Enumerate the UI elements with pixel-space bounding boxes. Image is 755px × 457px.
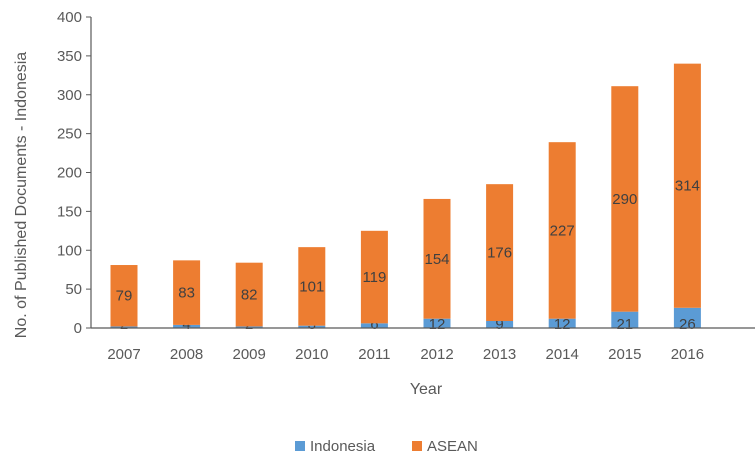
x-tick-label: 2012 bbox=[420, 346, 453, 363]
bar-indonesia-2016 bbox=[673, 307, 701, 328]
data-label-asean-2014: 227 bbox=[550, 222, 575, 239]
data-label-indonesia-2016: 26 bbox=[679, 316, 696, 333]
legend-label-indonesia: Indonesia bbox=[310, 438, 376, 455]
x-axis-title: Year bbox=[410, 381, 443, 398]
data-label-asean-2009: 82 bbox=[241, 287, 258, 304]
legend-swatch-asean bbox=[412, 441, 422, 451]
x-tick-label: 2016 bbox=[671, 346, 704, 363]
bar-asean-2010 bbox=[298, 247, 326, 326]
bar-indonesia-2008 bbox=[173, 324, 201, 328]
data-label-indonesia-2012: 12 bbox=[429, 316, 446, 333]
legend-label-asean: ASEAN bbox=[427, 438, 478, 455]
data-label-asean-2010: 101 bbox=[299, 278, 324, 295]
y-tick-label: 300 bbox=[57, 87, 82, 104]
y-tick-label: 200 bbox=[57, 165, 82, 182]
bar-indonesia-2009 bbox=[235, 326, 263, 328]
bar-indonesia-2010 bbox=[298, 325, 326, 328]
x-tick-label: 2010 bbox=[295, 346, 328, 363]
x-tick-label: 2015 bbox=[608, 346, 641, 363]
x-axis-ticks: 2007 2008 2009 2010 2011 2012 2013 2014 2015 2016 bbox=[107, 346, 704, 363]
x-tick-label: 2014 bbox=[546, 346, 579, 363]
x-tick-label: 2008 bbox=[170, 346, 203, 363]
data-label-asean-2013: 176 bbox=[487, 245, 512, 262]
legend: Indonesia ASEAN bbox=[295, 438, 478, 455]
data-label-asean-2007: 79 bbox=[116, 288, 133, 305]
x-tick-label: 2009 bbox=[233, 346, 266, 363]
data-label-indonesia-2011: 6 bbox=[370, 316, 378, 333]
bar-asean-2015 bbox=[611, 86, 639, 312]
y-tick-label: 350 bbox=[57, 48, 82, 65]
data-label-indonesia-2013: 9 bbox=[495, 316, 503, 333]
y-tick-label: 50 bbox=[65, 281, 82, 298]
data-label-indonesia-2015: 21 bbox=[616, 316, 633, 333]
bar-indonesia-2014 bbox=[548, 318, 576, 328]
y-tick-label: 150 bbox=[57, 203, 82, 220]
bar-indonesia-2013 bbox=[486, 321, 514, 328]
bar-series: 2794832823101611912154917612227212902631… bbox=[110, 63, 701, 333]
bar-indonesia-2011 bbox=[360, 323, 388, 328]
x-tick-label: 2013 bbox=[483, 346, 516, 363]
y-tick-label: 0 bbox=[74, 320, 82, 337]
y-tick-label: 100 bbox=[57, 242, 82, 259]
bar-asean-2008 bbox=[173, 260, 201, 325]
y-tick-label: 400 bbox=[57, 9, 82, 26]
bar-asean-2012 bbox=[423, 198, 451, 319]
bar-asean-2014 bbox=[548, 142, 576, 319]
legend-swatch-indonesia bbox=[295, 441, 305, 451]
bar-asean-2011 bbox=[360, 230, 388, 324]
data-label-indonesia-2014: 12 bbox=[554, 316, 571, 333]
y-tick-label: 250 bbox=[57, 126, 82, 143]
data-label-asean-2008: 83 bbox=[178, 285, 195, 302]
bar-indonesia-2007 bbox=[110, 326, 138, 328]
y-axis-title: No. of Published Documents - Indonesia bbox=[13, 52, 30, 338]
bar-asean-2016 bbox=[673, 63, 701, 308]
x-tick-label: 2007 bbox=[107, 346, 140, 363]
bar-asean-2013 bbox=[486, 184, 514, 322]
bar-indonesia-2012 bbox=[423, 318, 451, 328]
data-label-asean-2015: 290 bbox=[612, 191, 637, 208]
bar-indonesia-2015 bbox=[611, 311, 639, 328]
x-tick-label: 2011 bbox=[358, 346, 390, 363]
data-label-asean-2012: 154 bbox=[424, 251, 449, 268]
y-axis-ticks: 0 50 100 150 200 250 300 350 400 bbox=[57, 9, 91, 337]
data-label-asean-2011: 119 bbox=[362, 269, 386, 286]
bar-asean-2009 bbox=[235, 262, 263, 327]
bar-asean-2007 bbox=[110, 265, 138, 327]
data-label-asean-2016: 314 bbox=[675, 178, 700, 195]
